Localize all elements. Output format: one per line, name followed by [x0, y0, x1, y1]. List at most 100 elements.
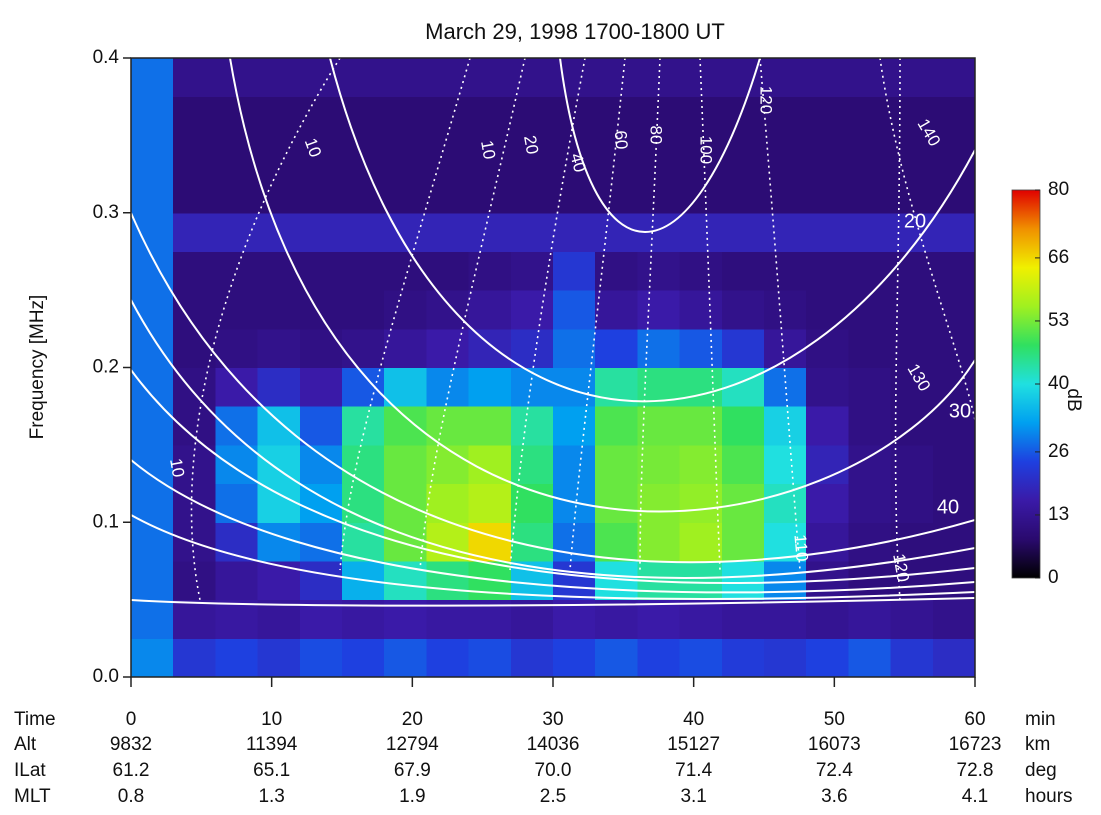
heatmap-cell: [173, 212, 216, 252]
heatmap-cell: [426, 290, 470, 330]
heatmap-cell: [426, 328, 470, 368]
heatmap-cell: [679, 444, 723, 485]
heatmap-cell: [932, 174, 976, 214]
heatmap-cell: [468, 444, 512, 485]
heatmap-cell: [890, 367, 934, 407]
heatmap-cell: [721, 444, 765, 485]
heatmap-cell: [932, 135, 976, 175]
heatmap-cell: [637, 522, 681, 562]
heatmap-cell: [131, 560, 174, 601]
heatmap-cell: [510, 212, 554, 252]
heatmap-cell: [215, 638, 259, 678]
heatmap-cell: [131, 638, 174, 678]
heatmap-cell: [637, 135, 681, 175]
contour-line: [131, 597, 975, 607]
heatmap-cell: [131, 135, 174, 175]
heatmap-cell: [679, 483, 723, 523]
heatmap-cell: [468, 638, 512, 678]
heatmap-cell: [131, 328, 174, 368]
heatmap-cell: [890, 444, 934, 485]
heatmap-cell: [932, 444, 976, 485]
contour-label: 10: [166, 457, 188, 479]
heatmap-cell: [510, 96, 554, 136]
heatmap-cell: [679, 328, 723, 368]
ephemeris-name: ILat: [14, 760, 46, 781]
contour-line: [131, 514, 975, 601]
heatmap-cell: [553, 251, 596, 291]
heatmap-cell: [848, 96, 892, 136]
heatmap-cell: [131, 212, 174, 252]
contour-line: [131, 299, 975, 579]
heatmap-cell: [384, 135, 427, 175]
heatmap-cell: [299, 406, 343, 446]
heatmap: [131, 58, 976, 678]
heatmap-cell: [131, 367, 174, 407]
heatmap-cell: [215, 483, 259, 523]
y-tick-label: 0.1: [93, 511, 119, 532]
ephemeris-value: 67.9: [394, 760, 431, 781]
heatmap-cell: [679, 367, 723, 407]
heatmap-cell: [764, 444, 807, 485]
heatmap-cell: [764, 212, 807, 252]
heatmap-cell: [426, 638, 470, 678]
heatmap-cell: [637, 444, 681, 485]
ephemeris-value: 65.1: [253, 760, 290, 781]
contour-label: 80: [647, 126, 666, 145]
heatmap-cell: [553, 599, 596, 639]
ephemeris-value: 2.5: [540, 786, 566, 807]
heatmap-cell: [806, 406, 849, 446]
heatmap-cell: [806, 135, 849, 175]
heatmap-cell: [806, 483, 849, 523]
heatmap-cell: [595, 599, 638, 639]
heatmap-cell: [215, 174, 259, 214]
ephemeris-value: 4.1: [962, 786, 988, 807]
heatmap-cell: [721, 522, 765, 562]
heatmap-cell: [468, 367, 512, 407]
heatmap-cell: [384, 174, 427, 214]
heatmap-cell: [721, 560, 765, 601]
heatmap-cell: [384, 444, 427, 485]
heatmap-cell: [890, 135, 934, 175]
heatmap-cell: [679, 638, 723, 678]
contour-line: [131, 369, 975, 585]
heatmap-cell: [890, 328, 934, 368]
heatmap-cell: [299, 96, 343, 136]
heatmap-cell: [510, 406, 554, 446]
heatmap-cell: [806, 96, 849, 136]
heatmap-cell: [595, 96, 638, 136]
y-tick-label: 0.0: [93, 666, 119, 687]
ephemeris-value: 70.0: [535, 760, 572, 781]
heatmap-cell: [510, 58, 554, 98]
heatmap-cell: [342, 328, 385, 368]
heatmap-cell: [510, 174, 554, 214]
ephemeris-value: 1.9: [399, 786, 425, 807]
heatmap-cell: [426, 444, 470, 485]
colorbar-tick-label: 80: [1048, 179, 1069, 200]
heatmap-cell: [848, 328, 892, 368]
colorbar-label: dB: [1063, 388, 1084, 411]
heatmap-cell: [468, 135, 512, 175]
heatmap-cell: [384, 251, 427, 291]
heatmap-cell: [173, 135, 216, 175]
y-axis-label: Frequency [MHz]: [27, 295, 48, 440]
heatmap-cell: [299, 367, 343, 407]
heatmap-cell: [468, 212, 512, 252]
heatmap-cell: [131, 290, 174, 330]
heatmap-cell: [553, 638, 596, 678]
ephemeris-value: 1.3: [258, 786, 284, 807]
heatmap-cell: [890, 599, 934, 639]
heatmap-cell: [299, 328, 343, 368]
heatmap-cell: [595, 251, 638, 291]
heatmap-cell: [932, 290, 976, 330]
ephemeris-value: 71.4: [675, 760, 712, 781]
heatmap-cell: [637, 290, 681, 330]
heatmap-cell: [299, 251, 343, 291]
heatmap-cell: [257, 328, 301, 368]
heatmap-cell: [932, 483, 976, 523]
heatmap-cell: [510, 444, 554, 485]
heatmap-cell: [384, 367, 427, 407]
heatmap-cell: [932, 638, 976, 678]
contour-label: 40: [566, 151, 589, 174]
heatmap-cell: [257, 638, 301, 678]
heatmap-cell: [257, 290, 301, 330]
